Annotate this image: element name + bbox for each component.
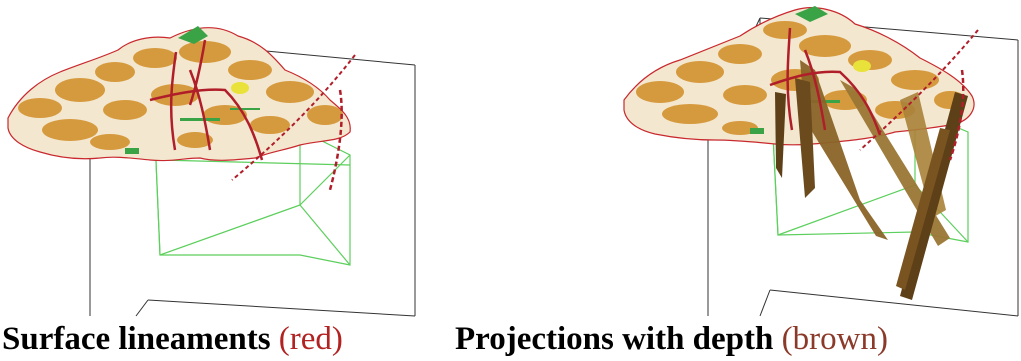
caption-right-qualifier: (brown) [781, 321, 888, 357]
caption-left-qualifier: (red) [278, 321, 343, 357]
projections-depth-panel [600, 0, 1021, 318]
brown-projections [775, 60, 968, 300]
projections-depth-diagram [623, 6, 1019, 317]
caption-left-main: Surface lineaments [2, 321, 271, 357]
caption-projections-depth: Projections with depth (brown) [455, 319, 888, 359]
caption-surface-lineaments: Surface lineaments (red) [2, 319, 343, 359]
surface-lineaments-panel [0, 0, 420, 318]
red-lineaments [149, 39, 356, 191]
inner-green-box [154, 129, 351, 266]
red-lineaments [769, 27, 979, 161]
surface-lineaments-diagram [7, 26, 416, 317]
caption-right-main: Projections with depth [455, 321, 774, 357]
